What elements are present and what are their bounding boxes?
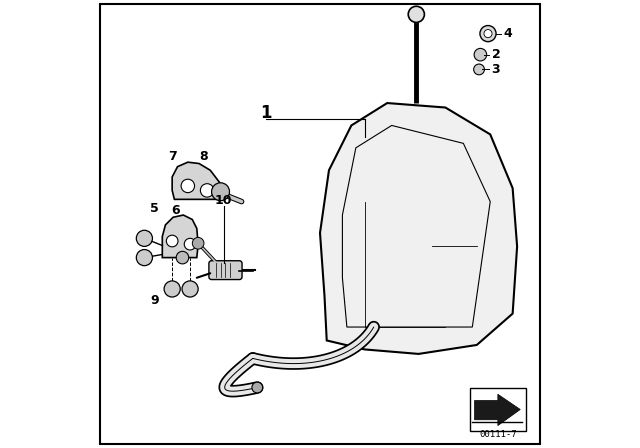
- Text: 4: 4: [504, 27, 513, 40]
- Circle shape: [136, 250, 152, 266]
- Text: 3: 3: [492, 63, 500, 76]
- Text: 6: 6: [172, 204, 180, 217]
- Circle shape: [184, 238, 196, 250]
- Text: 10: 10: [215, 194, 232, 207]
- Circle shape: [212, 183, 230, 201]
- Polygon shape: [172, 162, 221, 199]
- Text: 2: 2: [492, 48, 500, 61]
- Polygon shape: [475, 394, 520, 426]
- Text: 1: 1: [260, 104, 272, 122]
- Polygon shape: [163, 215, 198, 258]
- Circle shape: [484, 30, 492, 38]
- Text: 9: 9: [150, 293, 159, 307]
- Circle shape: [176, 251, 189, 264]
- Circle shape: [474, 48, 486, 61]
- Circle shape: [181, 179, 195, 193]
- Circle shape: [200, 184, 214, 197]
- Circle shape: [408, 6, 424, 22]
- Circle shape: [182, 281, 198, 297]
- Circle shape: [480, 26, 496, 42]
- Circle shape: [164, 281, 180, 297]
- Bar: [470, 388, 526, 431]
- Text: 00111-7: 00111-7: [479, 430, 517, 439]
- Circle shape: [252, 382, 262, 393]
- Text: 5: 5: [150, 202, 159, 215]
- Text: 8: 8: [199, 150, 208, 164]
- Circle shape: [474, 64, 484, 75]
- Circle shape: [136, 230, 152, 246]
- Text: 7: 7: [168, 150, 177, 164]
- FancyBboxPatch shape: [209, 261, 242, 280]
- Polygon shape: [320, 103, 517, 354]
- Circle shape: [192, 237, 204, 249]
- Circle shape: [166, 235, 178, 247]
